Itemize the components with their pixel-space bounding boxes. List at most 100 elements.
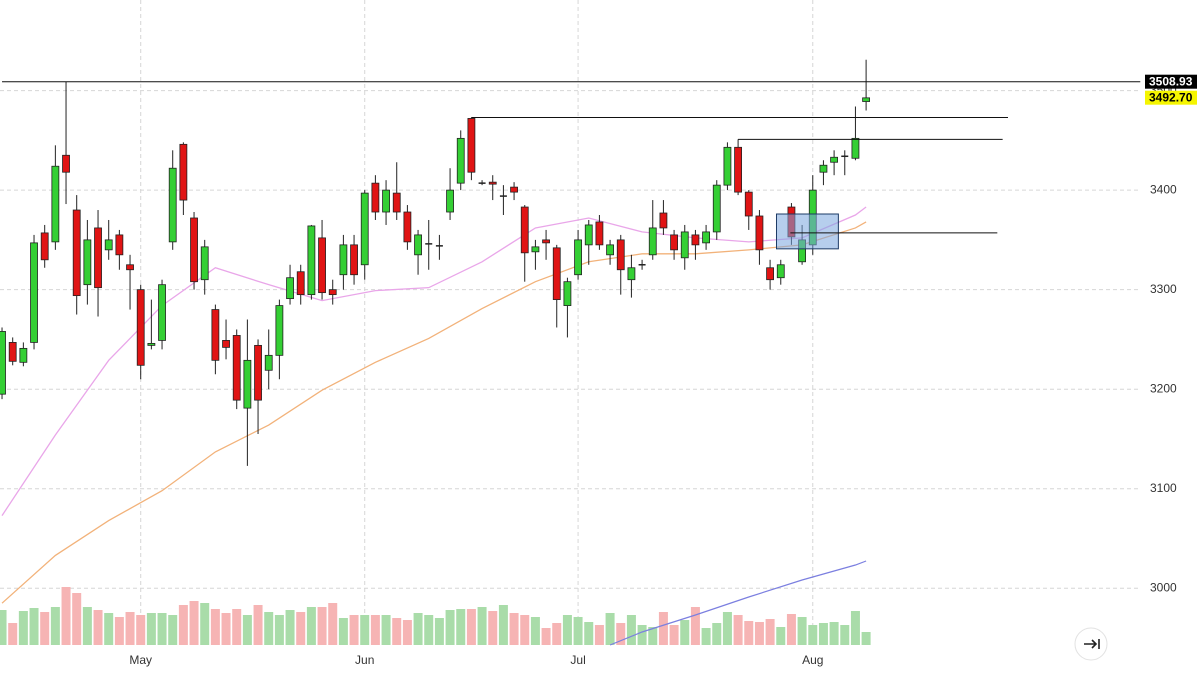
volume-bar <box>669 625 679 645</box>
volume-bar <box>136 615 146 645</box>
candle-body <box>179 143 188 201</box>
volume-bar <box>157 613 167 645</box>
volume-bar <box>8 623 18 645</box>
candle-layer <box>0 59 871 466</box>
candle-body <box>659 212 668 229</box>
volume-bar <box>616 623 626 645</box>
volume-bar <box>786 614 796 645</box>
candle-body <box>328 289 337 296</box>
candle-body <box>147 343 156 346</box>
candle-body <box>456 137 465 184</box>
level-badge-label: 3508.93 <box>1149 74 1193 88</box>
scroll-button[interactable] <box>1074 627 1108 661</box>
volume-bar <box>680 620 690 645</box>
volume-bar <box>210 609 220 645</box>
volume-bar <box>370 615 380 645</box>
candle-body <box>243 359 252 409</box>
volume-bar <box>797 617 807 645</box>
candle-body <box>403 211 412 243</box>
level-badge <box>1145 74 1197 89</box>
candle-body <box>94 227 102 289</box>
volume-bar <box>114 617 124 645</box>
candle-body <box>531 246 540 253</box>
x-tick-label: Jul <box>570 653 585 667</box>
volume-bar <box>285 610 295 645</box>
volume-bar <box>690 607 700 645</box>
volume-bar <box>360 615 370 645</box>
candle-body <box>552 247 561 301</box>
volume-bar <box>776 627 786 645</box>
volume-bar <box>402 620 412 645</box>
candle-body <box>435 245 443 247</box>
candle-body <box>62 154 70 173</box>
candle-body <box>168 167 177 243</box>
grid-layer <box>0 0 1140 645</box>
volume-bar <box>82 607 92 645</box>
candle-body <box>350 244 358 276</box>
annotation-layer <box>2 81 1141 250</box>
candle-body <box>72 209 81 297</box>
volume-bar <box>626 615 636 645</box>
candle-body <box>616 239 625 271</box>
candle-body <box>542 239 550 244</box>
volume-bar <box>424 615 434 645</box>
candle-body <box>766 267 774 281</box>
volume-bar <box>253 605 263 645</box>
candle-body <box>627 267 636 281</box>
candle-body <box>851 137 860 159</box>
candle-body <box>104 239 113 251</box>
volume-bar <box>850 611 860 645</box>
y-tick-label: 3200 <box>1150 381 1177 395</box>
candle-body <box>776 264 785 279</box>
candle-body <box>862 97 871 102</box>
candle-body <box>158 284 166 341</box>
volume-bar <box>18 611 28 645</box>
volume-bar <box>328 603 338 645</box>
candle-body <box>115 234 124 256</box>
candle-body <box>190 217 198 283</box>
volume-bar <box>0 610 7 645</box>
volume-bar <box>488 611 498 645</box>
candle-body <box>734 146 742 193</box>
volume-bar <box>605 613 615 645</box>
candle-body <box>574 239 582 276</box>
candle-body <box>30 242 38 343</box>
volume-bar <box>456 609 466 645</box>
candle-body <box>691 234 700 246</box>
candle-body <box>841 155 849 158</box>
volume-bar <box>40 612 50 645</box>
candle-body <box>478 182 486 184</box>
candle-body <box>275 305 284 356</box>
volume-bar <box>722 612 732 645</box>
candle-body <box>254 344 262 401</box>
volume-bar <box>445 610 455 645</box>
volume-bar <box>744 621 754 645</box>
volume-bar <box>818 623 828 645</box>
candle-body <box>584 224 593 246</box>
volume-bar <box>125 612 135 645</box>
average-line <box>1 221 867 604</box>
candle-body <box>680 231 689 259</box>
volume-bar <box>808 625 818 645</box>
volume-bar <box>306 607 316 645</box>
volume-bar <box>146 613 156 645</box>
volume-bar <box>93 610 103 645</box>
candle-body <box>446 189 454 213</box>
volume-bar <box>701 628 711 645</box>
candle-body <box>488 181 497 185</box>
candle-body <box>0 331 6 395</box>
candle-body <box>712 184 721 233</box>
candle-body <box>222 340 230 348</box>
volume-bar <box>317 607 327 645</box>
volume-bar <box>509 613 519 645</box>
volume-bar <box>861 632 871 645</box>
button-icon[interactable] <box>1084 639 1100 649</box>
candle-body <box>296 271 305 296</box>
volume-bar <box>754 622 764 645</box>
volume-bar <box>413 613 423 645</box>
volume-bar <box>562 615 572 645</box>
x-tick-label: Jun <box>355 653 374 667</box>
volume-bar <box>221 613 231 645</box>
